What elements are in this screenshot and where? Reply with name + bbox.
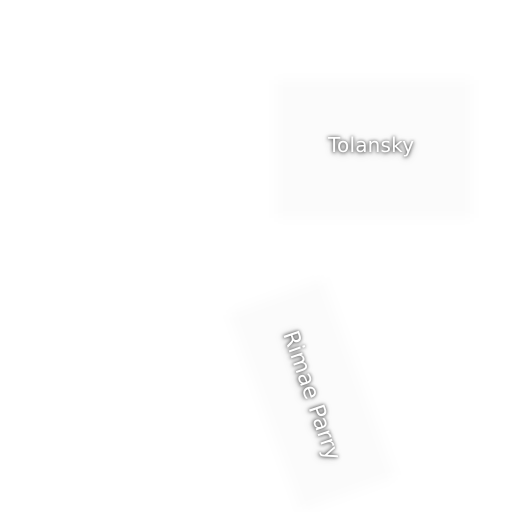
crater-label-tolansky: Tolansky: [328, 133, 415, 157]
